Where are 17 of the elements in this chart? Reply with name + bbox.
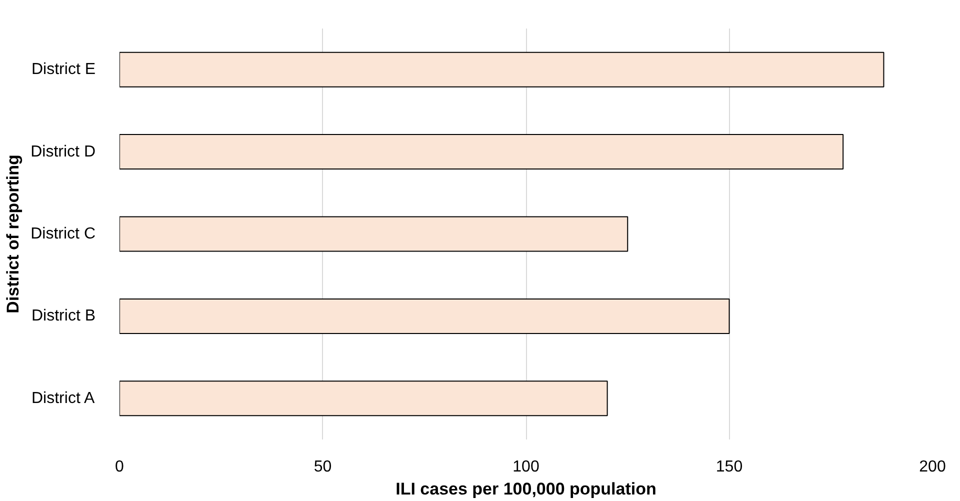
x-tick-label: 50 [314,458,332,476]
bar [120,134,844,170]
y-tick-label: District A [32,390,95,407]
x-tick-label: 150 [716,458,743,476]
bar [120,216,628,252]
x-tick-label: 200 [919,458,946,476]
x-tick-label: 0 [115,458,124,476]
bar [120,380,608,416]
y-tick-label: District C [30,226,96,242]
x-axis-title: ILI cases per 100,000 population [396,480,656,498]
y-tick-label: District E [32,61,96,78]
y-axis-title: District of reporting [4,154,23,314]
bar [120,52,884,88]
bar [120,298,730,334]
y-tick-label: District D [30,143,96,160]
x-tick-label: 100 [512,458,540,476]
y-tick-label: District B [32,308,96,325]
